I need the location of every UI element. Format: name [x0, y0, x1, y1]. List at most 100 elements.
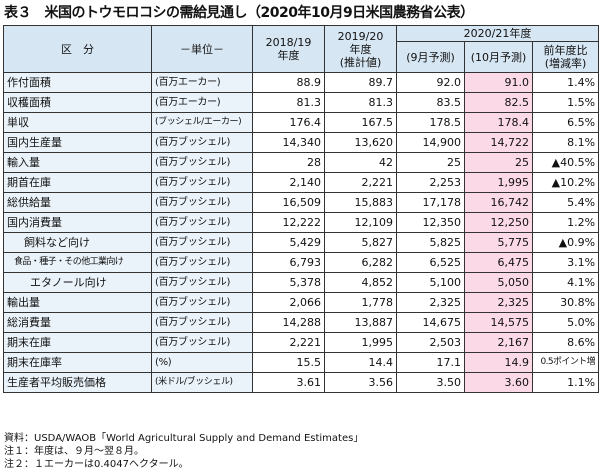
value-2019: 167.5	[324, 112, 397, 133]
value-sep-forecast: 14,675	[396, 312, 465, 333]
value-sep-forecast: 17.1	[396, 352, 465, 373]
table-row: 飼料など向け (百万ブッシェル) 5,429 5,827 5,825 5,775 ▲0.9%	[3, 232, 600, 253]
row-unit: (百万ブッシェル)	[151, 212, 253, 233]
value-oct-forecast: 14,575	[464, 312, 533, 333]
header-oct-forecast: (10月予測)	[464, 41, 533, 73]
value-oct-forecast: 16,742	[464, 192, 533, 213]
note-2: 注２：１エーカーは0.4047ヘクタール。	[4, 459, 189, 470]
value-2019: 2,221	[324, 172, 397, 193]
value-oct-forecast: 2,167	[464, 332, 533, 353]
value-change: 1.4%	[531, 72, 600, 93]
row-unit: (百万ブッシェル)	[151, 152, 253, 173]
value-2018: 5,378	[252, 272, 325, 293]
value-2018: 5,429	[252, 232, 325, 253]
table-row: 収穫面積 (百万エーカー) 81.3 81.3 83.5 82.5 1.5%	[3, 92, 600, 113]
value-2018: 15.5	[252, 352, 325, 373]
value-2019: 5,827	[324, 232, 397, 253]
header-row-top: 区 分 －単位－ 2018/19 年度 2019/20 年度 (推計値) 2020/2…	[3, 25, 600, 73]
row-label: 作付面積	[3, 72, 152, 93]
value-oct-forecast: 14,722	[464, 132, 533, 153]
value-oct-forecast: 5,050	[464, 272, 533, 293]
row-label: 単収	[3, 112, 152, 133]
value-change: 8.1%	[531, 132, 600, 153]
value-2018: 3.61	[252, 372, 325, 393]
note-1: 注１：年度は、９月～翌８月。	[4, 446, 144, 457]
value-oct-forecast: 12,250	[464, 212, 533, 233]
value-oct-forecast: 1,995	[464, 172, 533, 193]
value-sep-forecast: 83.5	[396, 92, 465, 113]
table-row: 期末在庫 (百万ブッシェル) 2,221 1,995 2,503 2,167 8.6%	[3, 332, 600, 353]
table-body: 作付面積 (百万エーカー) 88.9 89.7 92.0 91.0 1.4% 収穫面積 (百万エ…	[3, 72, 600, 393]
row-label: 輸出量	[3, 292, 152, 313]
value-change: 8.6%	[531, 332, 600, 353]
value-change: ▲0.9%	[531, 232, 600, 253]
value-sep-forecast: 6,525	[396, 252, 465, 273]
row-label: 食品・種子・その他工業向け	[3, 252, 152, 273]
row-unit: (百万ブッシェル)	[151, 312, 253, 333]
value-change: ▲10.2%	[531, 172, 600, 193]
row-label: 収穫面積	[3, 92, 152, 113]
value-2019: 13,887	[324, 312, 397, 333]
value-change: 1.5%	[531, 92, 600, 113]
row-unit: (百万ブッシェル)	[151, 252, 253, 273]
row-label: 総消費量	[3, 312, 152, 333]
value-sep-forecast: 12,350	[396, 212, 465, 233]
value-2018: 28	[252, 152, 325, 173]
value-sep-forecast: 14,900	[396, 132, 465, 153]
table-row: 国内生産量 (百万ブッシェル) 14,340 13,620 14,900 14,722 8.…	[3, 132, 600, 153]
value-2018: 2,221	[252, 332, 325, 353]
value-sep-forecast: 2,253	[396, 172, 465, 193]
value-change: 5.0%	[531, 312, 600, 333]
value-sep-forecast: 2,503	[396, 332, 465, 353]
notes: 資料：USDA/WAOB「World Agricultural Supply a…	[4, 432, 602, 471]
value-sep-forecast: 17,178	[396, 192, 465, 213]
value-2018: 2,140	[252, 172, 325, 193]
table-row: 期末在庫率 (%) 15.5 14.4 17.1 14.9 0.5ポイント増	[3, 352, 600, 373]
value-2018: 12,222	[252, 212, 325, 233]
value-change: 4.1%	[531, 272, 600, 293]
value-2019: 6,282	[324, 252, 397, 273]
value-2019: 15,883	[324, 192, 397, 213]
value-sep-forecast: 3.50	[396, 372, 465, 393]
value-2019: 14.4	[324, 352, 397, 373]
header-sep-forecast: (9月予測)	[396, 41, 465, 73]
value-2018: 14,288	[252, 312, 325, 333]
value-oct-forecast: 6,475	[464, 252, 533, 273]
value-2019: 1,778	[324, 292, 397, 313]
note-source: 資料：USDA/WAOB「World Agricultural Supply a…	[4, 433, 364, 444]
value-2019: 42	[324, 152, 397, 173]
table-title: 表３ 米国のトウモロコシの需給見通し（2020年10月9日米国農務省公表）	[4, 5, 474, 21]
row-label: 期末在庫率	[3, 352, 152, 373]
row-unit: (百万ブッシェル)	[151, 132, 253, 153]
value-sep-forecast: 92.0	[396, 72, 465, 93]
table-row: エタノール向け (百万ブッシェル) 5,378 4,852 5,100 5,050 4.1%	[3, 272, 600, 293]
table-row: 作付面積 (百万エーカー) 88.9 89.7 92.0 91.0 1.4%	[3, 72, 600, 93]
value-oct-forecast: 14.9	[464, 352, 533, 373]
row-unit: (百万ブッシェル)	[151, 172, 253, 193]
value-2019: 13,620	[324, 132, 397, 153]
value-change: ▲40.5%	[531, 152, 600, 173]
table-row: 国内消費量 (百万ブッシェル) 12,222 12,109 12,350 12,250 1.…	[3, 212, 600, 233]
table-row: 食品・種子・その他工業向け (百万ブッシェル) 6,793 6,282 6,525 6,4…	[3, 252, 600, 273]
value-2018: 2,066	[252, 292, 325, 313]
value-2018: 176.4	[252, 112, 325, 133]
value-oct-forecast: 5,775	[464, 232, 533, 253]
table-row: 輸入量 (百万ブッシェル) 28 42 25 25 ▲40.5%	[3, 152, 600, 173]
row-unit: (百万ブッシェル)	[151, 292, 253, 313]
row-unit: (ブッシェル/エーカー)	[151, 112, 253, 133]
value-2019: 1,995	[324, 332, 397, 353]
value-2018: 14,340	[252, 132, 325, 153]
row-unit: (百万ブッシェル)	[151, 192, 253, 213]
row-label: 期末在庫	[3, 332, 152, 353]
value-change: 0.5ポイント増	[531, 352, 600, 373]
value-oct-forecast: 91.0	[464, 72, 533, 93]
row-unit: (百万ブッシェル)	[151, 232, 253, 253]
header-2018: 2018/19 年度	[252, 25, 325, 73]
value-2018: 88.9	[252, 72, 325, 93]
row-label: 総供給量	[3, 192, 152, 213]
supply-demand-table: 区 分 －単位－ 2018/19 年度 2019/20 年度 (推計値) 2020/2…	[3, 25, 600, 393]
value-sep-forecast: 5,100	[396, 272, 465, 293]
value-2019: 3.56	[324, 372, 397, 393]
table-row: 輸出量 (百万ブッシェル) 2,066 1,778 2,325 2,325 30.8%	[3, 292, 600, 313]
